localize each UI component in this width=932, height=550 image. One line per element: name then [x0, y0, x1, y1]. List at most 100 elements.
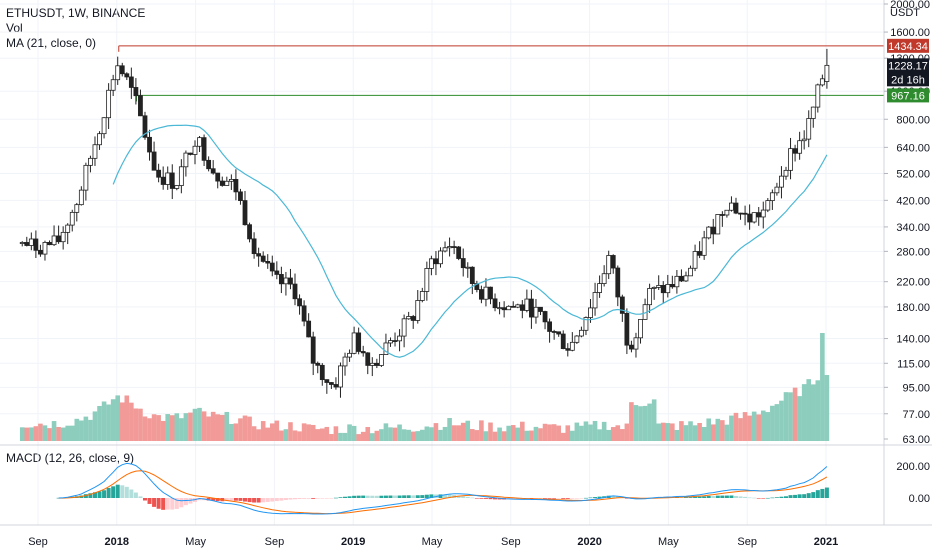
volume-bar [756, 414, 762, 441]
candle-body [569, 341, 575, 351]
candle-body [433, 258, 439, 265]
candle-body [551, 331, 557, 333]
candle-body [388, 340, 393, 344]
macd-histogram-bar [106, 488, 111, 498]
candle-body [428, 258, 434, 269]
volume-bar [24, 427, 30, 441]
volume-bar [515, 427, 521, 441]
macd-histogram-bar [729, 495, 734, 498]
symbol-title[interactable]: ETHUSDT, 1W, BINANCE [6, 6, 146, 20]
candle-body [719, 214, 725, 216]
candle-body [733, 202, 739, 214]
countdown-tag: 2d 16h [891, 74, 925, 86]
candle-body [265, 261, 271, 264]
volume-bar [106, 404, 111, 441]
volume-bar [274, 420, 280, 441]
candle-body [460, 258, 466, 269]
candle-body [47, 242, 52, 246]
candle-body [679, 275, 684, 282]
ma-line [112, 124, 828, 358]
candle-body [115, 65, 121, 81]
volume-bar [610, 427, 616, 441]
candle-body [233, 179, 239, 193]
candle-body [147, 136, 152, 153]
volume-bar [770, 405, 775, 441]
y-tick-label: 280.00 [896, 246, 930, 258]
candle-body [138, 95, 143, 117]
volume-bar [651, 399, 657, 441]
volume-bar [529, 430, 534, 441]
candle-body [360, 351, 366, 354]
volume-bar [333, 426, 339, 441]
volume-bar [397, 424, 402, 441]
macd-histogram-bar [297, 498, 302, 499]
macd-histogram-bar [465, 496, 470, 498]
candle-body [765, 200, 771, 211]
y-tick-label: 2000.00 [890, 0, 930, 11]
volume-bar [783, 392, 789, 441]
candle-body [506, 305, 512, 311]
volume-bar [138, 408, 143, 441]
candle-body [601, 273, 607, 284]
candle-body [101, 117, 107, 135]
candle-body [692, 251, 698, 269]
macd-histogram-bar [570, 498, 575, 499]
volume-bar [174, 413, 180, 441]
volume-bar [438, 429, 443, 441]
volume-bar [101, 401, 107, 441]
candle-body [651, 286, 657, 289]
macd-histogram-bar [174, 498, 179, 509]
macd-histogram-bar [229, 498, 234, 501]
candle-body [592, 292, 598, 309]
candle-body [74, 204, 80, 213]
volume-bar [169, 415, 175, 441]
volume-bar [410, 431, 416, 441]
macd-histogram-bar [420, 495, 425, 498]
volume-bar [151, 414, 157, 441]
candle-body [451, 246, 457, 248]
macd-histogram-bar [129, 489, 134, 498]
candle-body [606, 255, 612, 275]
candle-body [110, 79, 116, 91]
volume-bar [620, 429, 625, 441]
macd-histogram-bar [165, 498, 170, 510]
macd-histogram-bar [552, 498, 557, 499]
candle-body [542, 311, 548, 323]
ma-legend[interactable]: MA (21, close, 0) [6, 36, 97, 50]
macd-signal-line [58, 470, 828, 515]
candle-body [224, 180, 230, 186]
volume-bar [301, 423, 307, 441]
macd-histogram-bar [738, 496, 743, 498]
macd-histogram-bar [824, 487, 829, 498]
candle-body [624, 312, 630, 346]
candle-body [156, 169, 162, 178]
volume-bar [192, 408, 198, 441]
candle-body [701, 237, 707, 256]
macd-histogram-bar [543, 498, 548, 499]
volume-bar [670, 423, 675, 441]
macd-histogram-bar [274, 498, 279, 502]
candle-body [78, 189, 84, 206]
volume-bar [406, 429, 411, 441]
candle-body [383, 342, 389, 355]
macd-histogram-bar [583, 497, 588, 499]
volume-bar [319, 428, 325, 441]
volume-bar [579, 425, 584, 441]
macd-histogram-bar [397, 495, 402, 498]
candle-body [251, 238, 257, 255]
candle-body [106, 89, 112, 119]
candle-body [819, 78, 825, 86]
volume-bar [433, 423, 439, 441]
macd-histogram-bar [556, 498, 561, 499]
candle-body [501, 307, 507, 311]
candle-body [306, 320, 312, 338]
volume-legend[interactable]: Vol [6, 21, 23, 35]
macd-histogram-bar [261, 498, 266, 503]
macd-histogram-bar [733, 495, 738, 498]
candle-body [669, 284, 675, 288]
macd-histogram-bar [752, 497, 757, 499]
candle-body [519, 304, 525, 311]
candle-body [524, 298, 530, 311]
macd-histogram-bar [779, 496, 784, 498]
